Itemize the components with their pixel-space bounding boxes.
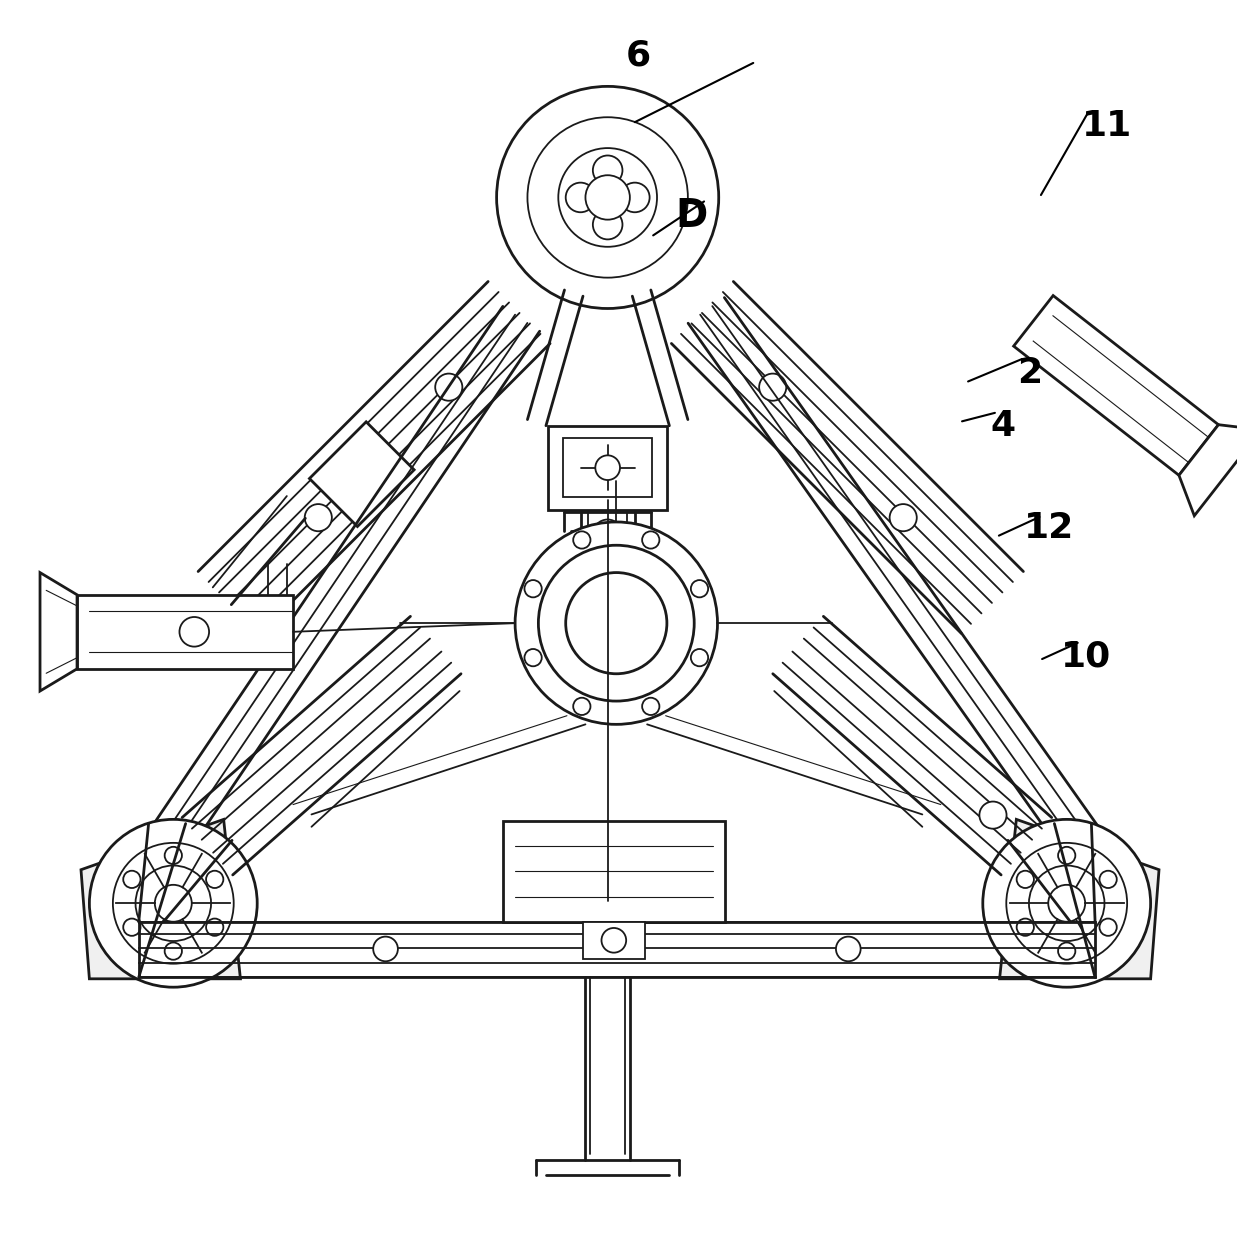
Circle shape [525,649,542,666]
Polygon shape [77,595,293,669]
Circle shape [889,503,916,531]
Circle shape [1029,865,1105,942]
Polygon shape [81,819,241,979]
Circle shape [1100,871,1117,888]
Circle shape [691,580,708,597]
FancyBboxPatch shape [502,821,725,922]
Circle shape [691,649,708,666]
Circle shape [573,697,590,714]
Circle shape [155,885,192,922]
Circle shape [496,86,719,308]
Circle shape [515,522,718,724]
Circle shape [1017,918,1034,935]
Circle shape [595,455,620,480]
Polygon shape [310,422,414,527]
Circle shape [836,937,861,961]
Circle shape [1007,843,1127,964]
Polygon shape [40,573,77,691]
Polygon shape [1013,296,1219,475]
Circle shape [435,374,463,401]
Circle shape [601,928,626,953]
Circle shape [642,532,660,549]
Polygon shape [999,819,1159,979]
Circle shape [113,843,233,964]
Circle shape [642,697,660,714]
Circle shape [206,918,223,935]
Circle shape [123,871,140,888]
Text: D: D [676,197,708,234]
Circle shape [525,580,542,597]
Circle shape [759,374,786,401]
Circle shape [593,534,622,564]
Circle shape [593,210,622,239]
Text: 6: 6 [626,38,651,73]
Circle shape [1100,918,1117,935]
Circle shape [1058,943,1075,960]
Text: 10: 10 [1061,639,1111,674]
Circle shape [206,871,223,888]
Circle shape [123,918,140,935]
Circle shape [983,819,1151,987]
Circle shape [527,117,688,278]
Circle shape [558,148,657,247]
Circle shape [538,545,694,701]
Circle shape [565,573,667,674]
Circle shape [585,175,630,220]
Text: 2: 2 [1017,355,1043,390]
Circle shape [165,847,182,864]
Circle shape [305,503,332,531]
FancyBboxPatch shape [548,426,667,510]
Circle shape [593,155,622,185]
Circle shape [180,617,210,647]
Text: 12: 12 [1024,511,1075,545]
Circle shape [1058,847,1075,864]
Circle shape [1048,885,1085,922]
Circle shape [89,819,257,987]
Circle shape [593,520,622,549]
FancyBboxPatch shape [583,922,645,959]
Circle shape [373,937,398,961]
Circle shape [573,532,590,549]
Circle shape [980,802,1007,829]
FancyBboxPatch shape [563,438,652,497]
Circle shape [620,183,650,212]
Circle shape [165,943,182,960]
Text: 11: 11 [1083,109,1132,143]
Circle shape [135,865,211,942]
Text: 4: 4 [990,408,1016,443]
Circle shape [1017,871,1034,888]
Polygon shape [1179,424,1240,516]
Circle shape [565,183,595,212]
